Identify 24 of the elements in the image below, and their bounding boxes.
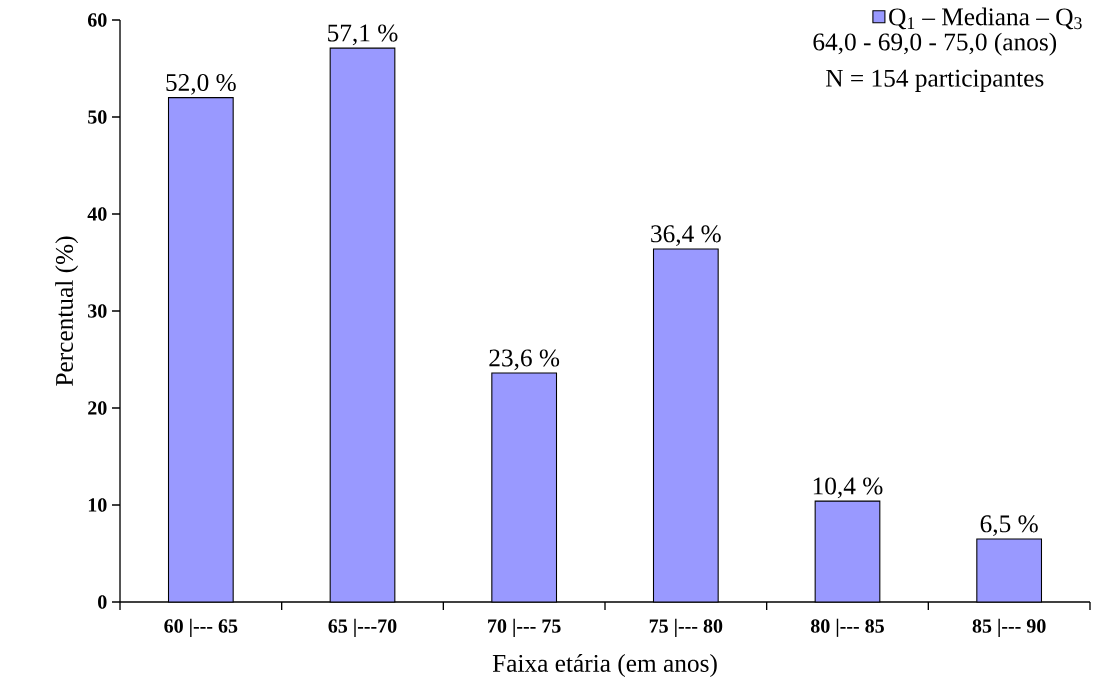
x-axis-title: Faixa etária (em anos): [492, 654, 717, 678]
annotation: 64,0 - 69,0 - 75,0 (anos): [813, 32, 1057, 56]
data-label: 57,1 %: [328, 24, 398, 46]
data-label: 36,4 %: [651, 225, 721, 246]
y-tick-label: 30: [88, 304, 107, 318]
y-tick-label: 10: [88, 498, 107, 512]
x-tick-label: 70 |--- 75: [488, 618, 561, 637]
x-tick-label: 60 |--- 65: [164, 618, 238, 637]
y-tick-label: 50: [88, 110, 107, 124]
y-axis-title: Percentual (%): [55, 236, 79, 386]
data-label: 23,6 %: [489, 349, 560, 371]
x-tick-label: 85 |--- 90: [972, 618, 1046, 637]
x-tick-label: 80 |--- 85: [810, 618, 884, 637]
y-tick-label: 60: [87, 13, 107, 27]
y-tick-label: 20: [88, 401, 107, 415]
data-label: 52,0 %: [166, 73, 236, 95]
x-tick-label: 75 |--- 80: [649, 618, 723, 637]
x-tick-label: 65 |---70: [328, 618, 397, 637]
legend-label: Q$_{1}$ – Mediana – Q$_{3}$: [889, 7, 1082, 30]
annotation: N = 154 participantes: [826, 69, 1044, 92]
y-tick-label: 0: [98, 595, 107, 609]
data-label: 6,5 %: [980, 515, 1038, 536]
data-label: 10,4 %: [813, 477, 883, 499]
y-tick-label: 40: [87, 207, 107, 221]
